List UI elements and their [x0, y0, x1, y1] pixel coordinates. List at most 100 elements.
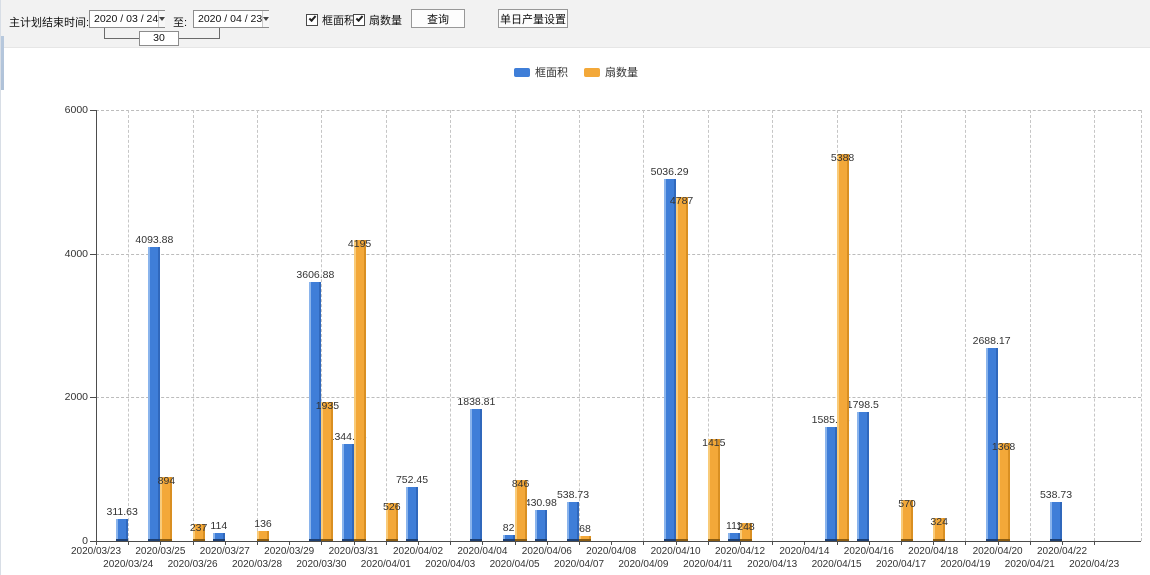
checkbox-checked-icon: [353, 14, 365, 26]
x-axis-label: 2020/04/08: [586, 546, 637, 557]
x-axis-label: 2020/04/18: [908, 546, 959, 557]
y-axis-label: 2000: [64, 391, 88, 404]
bar-label-fan-count-2020-04-20: 1368: [991, 440, 1016, 453]
x-axis-tick: [482, 541, 484, 545]
bar-label-fan-count-2020-04-11: 1415: [702, 437, 726, 450]
date-from-value: 2020 / 03 / 24: [94, 13, 159, 25]
x-axis-label: 2020/04/14: [779, 546, 830, 557]
x-axis-tick: [353, 541, 355, 545]
bar-fan-count-2020-04-12: [740, 523, 752, 541]
x-axis-label: 2020/04/10: [650, 546, 701, 557]
bar-frame-area-2020-03-27: [212, 532, 225, 541]
date-to-dropdown-button[interactable]: [262, 11, 270, 27]
bar-label-frame-area-2020-03-30: 3606.88: [296, 268, 335, 281]
bar-frame-area-2020-04-22: [1050, 502, 1062, 541]
x-axis-tick: [321, 541, 323, 545]
x-axis-label: 2020/04/11: [683, 559, 733, 570]
bar-label-fan-count-2020-04-12: 248: [737, 521, 755, 534]
bar-frame-area-2020-04-10: [663, 179, 676, 541]
x-axis-tick: [643, 541, 645, 545]
x-axis-tick: [579, 541, 580, 545]
x-axis-tick: [450, 541, 452, 545]
bar-frame-area-2020-04-05: [502, 535, 515, 541]
bar-label-frame-area-2020-04-10: 5036.29: [650, 166, 689, 179]
x-axis-tick: [965, 541, 967, 545]
bar-frame-area-2020-03-30: [309, 281, 322, 541]
bar-label-fan-count-2020-03-25: 894: [157, 474, 176, 487]
gridline-horizontal: [96, 110, 1141, 111]
gridline-horizontal: [96, 397, 1141, 399]
y-axis-tick: [90, 253, 96, 255]
x-axis-tick: [901, 541, 902, 545]
x-axis-tick: [997, 541, 999, 545]
bar-fan-count-2020-04-15: [836, 153, 849, 541]
y-axis-tick: [90, 397, 96, 399]
x-axis-tick: [836, 541, 838, 545]
legend-swatch-fan-count: [584, 67, 600, 77]
x-axis-tick: [418, 541, 419, 545]
chevron-down-icon: [263, 17, 270, 21]
bar-label-frame-area-2020-04-04: 1838.81: [457, 395, 496, 408]
x-axis-tick: [675, 541, 677, 545]
bar-label-frame-area-2020-03-25: 4093.88: [135, 233, 174, 246]
checkbox-frame-area[interactable]: 框面积: [306, 12, 355, 28]
gridline-vertical: [1094, 110, 1096, 541]
x-axis-tick: [192, 541, 194, 545]
bar-frame-area-2020-04-20: [985, 347, 998, 541]
date-from-picker[interactable]: 2020 / 03 / 24: [89, 10, 166, 28]
bar-fan-count-2020-04-11: [707, 439, 720, 541]
bar-fan-count-2020-04-17: [901, 500, 913, 541]
bar-frame-area-2020-04-04: [470, 408, 483, 541]
gridline-vertical: [385, 110, 387, 541]
y-axis-label: 4000: [64, 247, 88, 260]
gridline-vertical: [707, 110, 709, 541]
gridline-vertical: [579, 110, 580, 541]
legend-swatch-frame-area: [514, 67, 530, 77]
bar-fan-count-2020-03-30: [321, 402, 334, 541]
y-axis-tick: [90, 110, 96, 111]
y-axis-label: 0: [82, 535, 88, 547]
x-axis-label: 2020/04/04: [457, 546, 508, 557]
bar-label-fan-count-2020-03-30: 1935: [315, 400, 340, 412]
x-axis-label: 2020/03/24: [103, 559, 154, 570]
x-axis-label: 2020/04/12: [714, 546, 766, 557]
bar-fan-count-2020-04-18: [933, 517, 946, 541]
x-axis-tick: [224, 541, 226, 545]
legend-item-fan-count: 扇数量: [584, 64, 638, 80]
x-axis-label: 2020/04/05: [489, 559, 540, 570]
x-axis-label: 2020/04/03: [425, 559, 476, 570]
x-axis-tick: [740, 541, 741, 545]
x-axis-tick: [160, 541, 162, 545]
x-axis-label: 2020/03/23: [70, 546, 122, 557]
x-axis-tick: [1029, 541, 1031, 545]
bar-label-frame-area-2020-04-22: 538.73: [1039, 489, 1073, 502]
gridline-vertical: [321, 110, 323, 541]
x-axis-label: 2020/04/07: [553, 559, 605, 570]
date-from-dropdown-button[interactable]: [158, 11, 166, 27]
query-button[interactable]: 查询: [411, 9, 465, 28]
bar-label-fan-count-2020-04-01: 526: [383, 501, 401, 514]
bar-label-fan-count-2020-03-31: 4195: [347, 237, 372, 250]
chart-legend: 框面积 扇数量: [1, 64, 1150, 80]
date-to-picker[interactable]: 2020 / 04 / 23: [193, 10, 270, 28]
interval-days-input[interactable]: 30: [139, 31, 179, 46]
x-axis-label: 2020/04/19: [940, 559, 991, 570]
x-axis-tick: [257, 541, 258, 545]
bar-label-fan-count-2020-03-28: 136: [254, 518, 272, 531]
daily-output-settings-button[interactable]: 单日产量设置: [498, 9, 568, 28]
gridline-vertical: [772, 110, 774, 541]
bar-frame-area-2020-04-12: [728, 533, 740, 541]
bar-label-fan-count-2020-04-18: 324: [930, 515, 948, 528]
bar-label-frame-area-2020-04-05: 82: [502, 522, 515, 535]
bar-frame-area-2020-04-02: [406, 486, 418, 541]
checkbox-checked-icon: [306, 14, 318, 26]
bar-fan-count-2020-04-07: [579, 536, 591, 541]
interval-connector-line: [219, 28, 220, 39]
bar-label-frame-area-2020-04-12: 111: [726, 520, 742, 533]
legend-label-fan-count: 扇数量: [605, 67, 638, 79]
x-axis-tick: [96, 541, 97, 545]
bar-fan-count-2020-04-01: [385, 503, 398, 541]
chart-plot-area: 0 2000 4000 6000 2020/03/23 2020/03/24 2020/03…: [1, 90, 1150, 575]
checkbox-fan-count[interactable]: 扇数量: [353, 12, 402, 28]
bar-fan-count-2020-03-26: [192, 523, 205, 541]
